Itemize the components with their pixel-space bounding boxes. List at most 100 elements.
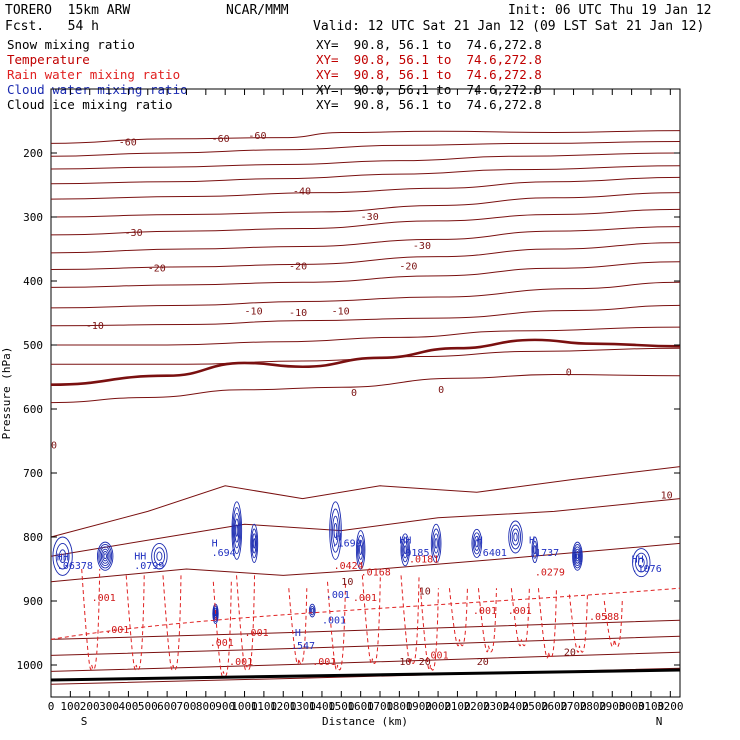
cloud-water-contour bbox=[434, 538, 438, 549]
cloud-label: .001 bbox=[326, 590, 350, 601]
x-tick-label: 2500 bbox=[522, 700, 549, 713]
temperature-contours bbox=[50, 130, 681, 685]
x-tick-label: 1600 bbox=[347, 700, 374, 713]
cloud-water-contour bbox=[355, 530, 366, 570]
cloud-label: HH bbox=[399, 535, 411, 546]
rain-label: .0181 bbox=[409, 555, 439, 566]
temperature-label: -40 bbox=[293, 187, 311, 198]
temperature-label: 20 bbox=[564, 647, 576, 658]
temperature-contour bbox=[50, 338, 681, 386]
rain-contour bbox=[419, 588, 439, 671]
rain-label: .0424 bbox=[334, 561, 364, 572]
rain-contour bbox=[361, 575, 381, 664]
temperature-label: -10 bbox=[245, 306, 263, 317]
x-tick-label: 3200 bbox=[657, 700, 684, 713]
temperature-label: 10 bbox=[661, 491, 673, 502]
cloud-label: HH bbox=[134, 551, 146, 562]
y-tick-label: 700 bbox=[23, 467, 43, 480]
rain-label: .001 bbox=[210, 638, 234, 649]
cloud-water-contour bbox=[333, 522, 338, 539]
temperature-label: 10 bbox=[399, 657, 411, 668]
temperature-label: -60 bbox=[248, 131, 266, 142]
cloud-water-contour bbox=[330, 508, 341, 553]
cloud-label: .001 bbox=[322, 615, 346, 626]
cloud-water-contour bbox=[250, 523, 259, 564]
cloud-water-contour bbox=[359, 544, 363, 556]
x-tick-label: 100 bbox=[60, 700, 80, 713]
x-tick-label: 2600 bbox=[541, 700, 568, 713]
cloud-water-contour bbox=[96, 541, 114, 571]
temperature-label: -20 bbox=[148, 263, 166, 274]
cloud-label: .1737 bbox=[529, 548, 559, 559]
north-label: N bbox=[656, 715, 663, 728]
temperature-contour bbox=[50, 192, 681, 218]
cloud-label: .0185 bbox=[399, 548, 429, 559]
field-label-temperature: Temperature bbox=[7, 52, 90, 67]
temperature-contour bbox=[50, 130, 681, 144]
rain-contour bbox=[125, 575, 145, 671]
cloud-label: H bbox=[477, 535, 483, 546]
temperature-label: 0 bbox=[438, 385, 444, 396]
cloud-water-contour bbox=[234, 518, 240, 543]
rain-contour bbox=[400, 575, 420, 664]
cloud-water-contour bbox=[156, 551, 163, 561]
y-tick-label: 600 bbox=[23, 403, 43, 416]
x-tick-label: 500 bbox=[138, 700, 158, 713]
x-tick-label: 200 bbox=[80, 700, 100, 713]
south-label: S bbox=[81, 715, 88, 728]
temperature-contour bbox=[50, 152, 681, 170]
x-tick-label: 2400 bbox=[502, 700, 529, 713]
temperature-contour bbox=[50, 226, 681, 254]
cloud-water-contour bbox=[58, 549, 67, 564]
temperature-label: -30 bbox=[413, 241, 431, 252]
temperature-label: -20 bbox=[399, 261, 417, 272]
x-tick-label: 400 bbox=[118, 700, 138, 713]
x-tick-label: 1800 bbox=[386, 700, 413, 713]
x-tick-label: 1300 bbox=[289, 700, 316, 713]
rain-label: .001 bbox=[245, 628, 269, 639]
x-tick-label: 2800 bbox=[580, 700, 607, 713]
rain-contour bbox=[537, 588, 557, 659]
cloud-label: .547 bbox=[291, 641, 315, 652]
cloud-water-contour bbox=[472, 532, 481, 555]
cloud-water-contour bbox=[233, 512, 241, 549]
rain-label: .0588 bbox=[589, 612, 619, 623]
cloud-water-contour bbox=[533, 545, 537, 555]
x-tick-label: 1500 bbox=[328, 700, 355, 713]
rain-contour-band bbox=[50, 587, 681, 640]
rain-contour bbox=[212, 581, 232, 677]
temperature-contour-low bbox=[50, 635, 681, 656]
cloud-label: HH bbox=[57, 553, 69, 564]
cloud-water-contour bbox=[531, 536, 539, 564]
rain-label: .001 bbox=[312, 657, 336, 668]
temperature-contour-warm bbox=[50, 466, 681, 538]
x-tick-label: 1100 bbox=[251, 700, 278, 713]
x-tick-label: 2900 bbox=[599, 700, 626, 713]
contour-labels: -60 -60 -60 -40 -30 -30 -30 -20 -20 -20 -10 -10 -10 -… bbox=[51, 131, 673, 668]
temperature-label: 0 bbox=[51, 441, 57, 452]
cloud-water-contour bbox=[231, 501, 243, 560]
temperature-label: 0 bbox=[566, 368, 572, 379]
cloud-water-contour bbox=[332, 515, 339, 546]
temperature-contour bbox=[50, 140, 681, 157]
cloud-water-contour bbox=[532, 540, 538, 559]
cloud-water-contour bbox=[310, 608, 314, 614]
cloud-water-contour bbox=[475, 539, 479, 548]
cloud-water-contour bbox=[235, 524, 239, 537]
temperature-label: -30 bbox=[361, 212, 379, 223]
rain-contour bbox=[81, 568, 101, 670]
cloud-water-contour bbox=[99, 546, 111, 567]
y-tick-label: 400 bbox=[23, 275, 43, 288]
cloud-water-contour bbox=[471, 528, 483, 558]
temperature-contour bbox=[50, 304, 681, 327]
rain-contour bbox=[327, 581, 347, 671]
rain-contour bbox=[448, 588, 468, 647]
cloud-water-contour bbox=[473, 535, 480, 551]
temperature-label: 20 bbox=[419, 657, 431, 668]
temperature-contour bbox=[50, 326, 681, 346]
y-tick-label: 500 bbox=[23, 339, 43, 352]
x-tick-label: 2200 bbox=[464, 700, 491, 713]
temperature-label: -10 bbox=[86, 321, 104, 332]
xy-range-cloud-ice: XY= 90.8, 56.1 to 74.6,272.8 bbox=[316, 97, 542, 112]
temperature-contour-low bbox=[50, 619, 681, 640]
